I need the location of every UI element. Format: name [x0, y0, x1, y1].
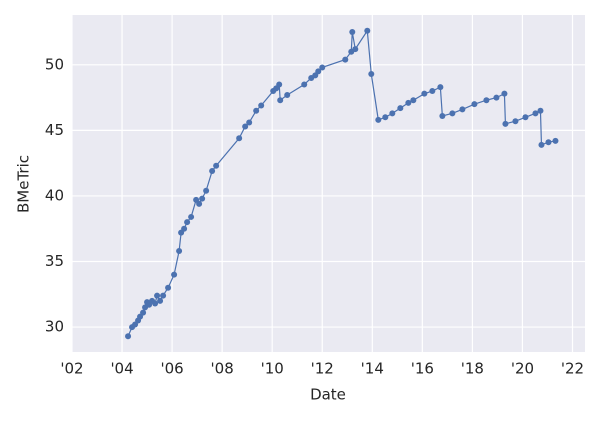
y-tick-label: 40: [45, 186, 64, 204]
data-point: [421, 90, 428, 97]
data-point: [213, 162, 220, 169]
data-point: [522, 114, 529, 121]
data-point: [375, 116, 382, 123]
y-axis-label: BMeTric: [15, 155, 33, 213]
data-point: [405, 99, 412, 106]
data-point: [203, 187, 210, 194]
data-point: [258, 102, 265, 109]
data-point: [246, 119, 253, 126]
x-tick-label: '16: [411, 360, 434, 378]
x-tick-label: '08: [211, 360, 234, 378]
data-point: [160, 292, 167, 299]
data-point: [512, 118, 519, 125]
x-tick-label: '12: [311, 360, 334, 378]
data-point: [552, 137, 559, 144]
y-tick-label: 50: [45, 55, 64, 73]
x-tick-label: '18: [461, 360, 484, 378]
data-point: [410, 97, 417, 104]
x-tick-label: '20: [511, 360, 534, 378]
data-point: [493, 94, 500, 101]
data-point: [199, 195, 206, 202]
y-tick-label: 45: [45, 121, 64, 139]
y-tick-label: 35: [45, 252, 64, 270]
data-point: [502, 120, 509, 127]
data-point: [140, 309, 147, 316]
data-point: [439, 112, 446, 119]
x-tick-label: '10: [261, 360, 284, 378]
x-tick-label: '14: [361, 360, 384, 378]
data-point: [209, 168, 216, 175]
x-tick-label: '04: [110, 360, 133, 378]
data-point: [471, 101, 478, 108]
data-point: [537, 107, 544, 114]
data-point: [352, 46, 359, 53]
data-point: [253, 107, 260, 114]
data-point: [301, 81, 308, 88]
data-point: [389, 110, 396, 117]
y-tick-label: 30: [45, 318, 64, 336]
data-point: [459, 106, 466, 113]
data-point: [397, 105, 404, 112]
data-point: [429, 88, 436, 95]
data-point: [176, 248, 183, 255]
data-point: [368, 71, 375, 78]
data-point: [532, 110, 539, 117]
data-point: [342, 56, 349, 63]
data-point: [125, 333, 132, 340]
x-tick-label: '06: [160, 360, 183, 378]
data-point: [319, 64, 326, 71]
data-point: [188, 213, 195, 220]
data-point: [236, 135, 243, 142]
data-point: [545, 139, 552, 146]
data-point: [364, 27, 371, 34]
data-point: [277, 97, 284, 104]
data-point: [165, 284, 172, 291]
data-point: [483, 97, 490, 104]
data-point: [181, 225, 188, 232]
data-point: [154, 292, 161, 299]
data-point: [157, 297, 164, 304]
data-point: [171, 271, 178, 278]
data-point: [382, 114, 389, 121]
data-point: [276, 81, 283, 88]
data-point: [242, 123, 249, 130]
data-point: [184, 219, 191, 226]
x-axis-label: Date: [310, 386, 346, 404]
data-point: [501, 90, 508, 97]
data-point: [349, 29, 356, 36]
data-point: [449, 110, 456, 117]
data-point: [152, 300, 159, 307]
data-point: [284, 91, 291, 98]
x-tick-label: '22: [561, 360, 584, 378]
x-tick-label: '02: [60, 360, 83, 378]
data-point: [315, 68, 322, 75]
data-point: [538, 141, 545, 148]
data-point: [196, 200, 203, 207]
data-point: [437, 84, 444, 91]
